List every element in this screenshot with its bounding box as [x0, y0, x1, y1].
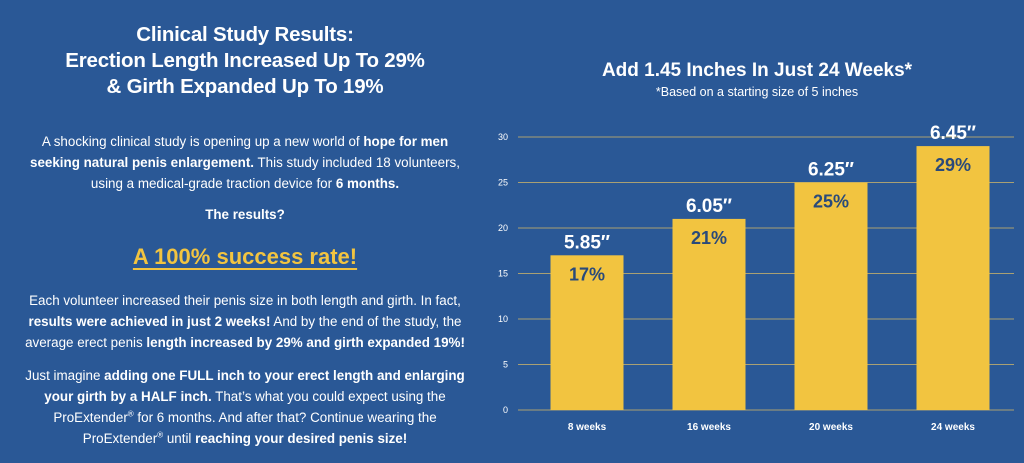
- imagine-text-2: That’s what you could expect using the P…: [53, 389, 446, 425]
- intro-text-1: A shocking clinical study is opening up …: [41, 134, 364, 149]
- imagine-text-4: until: [163, 431, 196, 446]
- bar-8-weeks: [550, 255, 624, 410]
- bar-16-weeks: [672, 218, 746, 410]
- size-label: 6.45″: [930, 123, 976, 144]
- percent-label: 21%: [691, 228, 727, 248]
- x-tick-label: 20 weeks: [809, 422, 853, 433]
- bar-20-weeks: [794, 182, 868, 410]
- y-tick-label: 25: [498, 178, 508, 188]
- x-tick-label: 8 weeks: [568, 422, 607, 433]
- y-tick-label: 20: [498, 223, 508, 233]
- chart-title: Add 1.45 Inches In Just 24 Weeks*: [601, 60, 913, 81]
- imagine-bold-2: reaching your desired penis size!: [195, 431, 408, 446]
- imagine-text-1: Just imagine: [25, 368, 105, 383]
- intro-bold-1: hope for men seeking natural penis enlar…: [30, 134, 449, 170]
- headline-line-3: & Girth Expanded Up To 19%: [106, 75, 384, 98]
- size-label: 6.05″: [686, 196, 732, 217]
- imagine-text-3: for 6 months. And after that? Continue w…: [82, 410, 437, 446]
- size-label: 5.85″: [564, 232, 610, 253]
- x-tick-label: 24 weeks: [931, 422, 975, 433]
- chart-panel: Add 1.45 Inches In Just 24 Weeks* *Based…: [490, 0, 1024, 463]
- y-tick-label: 10: [498, 314, 508, 324]
- results-question: The results?: [205, 207, 285, 222]
- bar-chart: 0 5 10 15 20 25 30 5.85″ 17% 8 weeks 6.05″ 21% 16 we…: [498, 123, 1014, 433]
- percent-label: 17%: [569, 264, 605, 284]
- chart-subtitle: *Based on a starting size of 5 inches: [655, 85, 859, 99]
- percent-label: 29%: [935, 155, 971, 175]
- y-tick-label: 0: [503, 405, 508, 415]
- success-rate-link[interactable]: A 100% success rate!: [132, 244, 358, 269]
- headline-line-2: Erection Length Increased Up To 29%: [65, 49, 425, 72]
- imagine-bold-1: adding one FULL inch to your erect lengt…: [44, 368, 465, 404]
- intro-paragraph: A shocking clinical study is opening up …: [18, 131, 472, 194]
- y-tick-label: 5: [503, 360, 508, 370]
- intro-text-2: This study included 18 volunteers, using…: [90, 155, 460, 191]
- results-text-1: Each volunteer increased their penis siz…: [29, 293, 461, 308]
- page-headline: Clinical Study Results: Erection Length …: [0, 22, 490, 100]
- registered-mark-2: ®: [157, 430, 164, 440]
- results-paragraph: Each volunteer increased their penis siz…: [18, 290, 472, 353]
- percent-label: 25%: [813, 192, 849, 212]
- registered-mark-1: ®: [127, 409, 134, 419]
- bar-24-weeks: [916, 146, 990, 410]
- intro-bold-2: 6 months.: [335, 176, 400, 191]
- y-tick-label: 30: [498, 132, 508, 142]
- study-text-panel: Clinical Study Results: Erection Length …: [0, 0, 490, 463]
- imagine-paragraph: Just imagine adding one FULL inch to you…: [18, 365, 472, 449]
- headline-line-1: Clinical Study Results:: [136, 23, 354, 46]
- results-bold-1: results were achieved in just 2 weeks!: [28, 314, 271, 329]
- results-bold-2: length increased by 29% and girth expand…: [146, 335, 465, 350]
- y-tick-label: 15: [498, 269, 508, 279]
- results-text-2: And by the end of the study, the average…: [25, 314, 462, 350]
- x-tick-label: 16 weeks: [687, 422, 731, 433]
- size-label: 6.25″: [808, 160, 854, 181]
